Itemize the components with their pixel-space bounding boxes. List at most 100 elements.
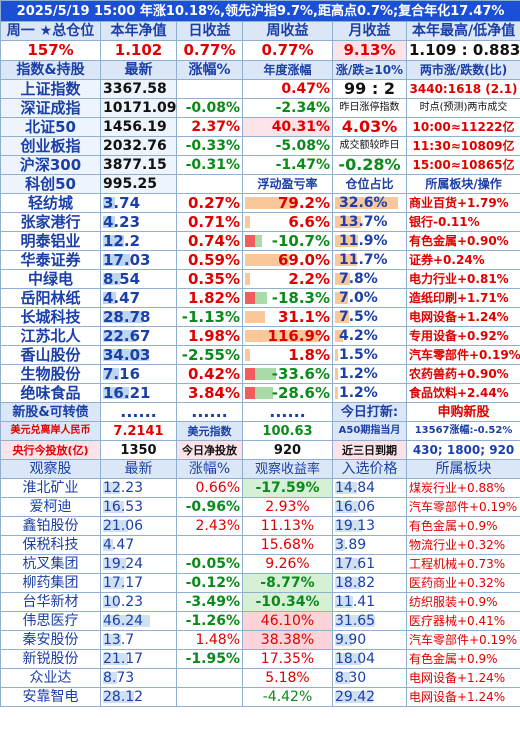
watch-row[interactable]: 众业达 8.73 5.18% 8.30 电网设备+1.24%: [0, 668, 520, 688]
position-bar: [335, 292, 349, 304]
summary-header: 本年净值: [100, 21, 177, 41]
entry-price-text: 14.84: [335, 480, 376, 496]
watch-sector: 汽车零部件+0.19%: [405, 497, 520, 517]
position-bar: [335, 387, 338, 399]
entry-price-text: 18.82: [335, 575, 376, 591]
holding-latest-text: 3.74: [103, 193, 141, 212]
watch-name: 淮北矿业: [0, 478, 101, 498]
holding-float-pnl: -28.6%: [242, 383, 333, 403]
watch-name: 伟思医疗: [0, 611, 101, 631]
index-name: 北证50: [0, 117, 101, 137]
maturity-value: 430; 1800; 920: [405, 440, 520, 460]
entry-price-bar: [335, 520, 362, 532]
holding-sector: 电网设备+1.24%: [405, 307, 520, 327]
watch-change: -3.49%: [176, 592, 243, 612]
watch-change: [176, 687, 243, 707]
index-ytd: 0.47%: [242, 79, 333, 99]
holdings-list: 轻纺城 3.74 0.27% 79.2% 32.6% 商业百货+1.79% 张家港行 4.23…: [0, 193, 520, 403]
holding-row[interactable]: 岳阳林纸 4.47 1.82% -18.3% 7.0% 造纸印刷+1.71%: [0, 288, 520, 308]
watch-return: 5.18%: [242, 668, 333, 688]
float-pnl-text: -28.6%: [271, 383, 330, 402]
holding-latest: 28.78: [100, 307, 177, 327]
holding-row[interactable]: 绝味食品 16.21 3.84% -28.6% 1.2% 食品饮料+2.44%: [0, 383, 520, 403]
holding-row[interactable]: 明泰铝业 12.2 0.74% -10.7% 11.9% 有色金属+0.90%: [0, 231, 520, 251]
index-latest: 2032.76: [100, 136, 177, 156]
index-row[interactable]: 深证成指 10171.09 -0.08% -2.34% 昨日涨停指数 时点(预测)两市成交: [0, 98, 520, 118]
index-row[interactable]: 上证指数 3367.58 0.47% 99 : 2 3440:1618 (2.1): [0, 79, 520, 99]
index-name: 沪深300: [0, 155, 101, 175]
watch-change: -1.95%: [176, 649, 243, 669]
float-pnl-bar: [245, 235, 262, 247]
holding-latest-text: 22.67: [103, 326, 151, 345]
holding-sector: 证券+0.24%: [405, 250, 520, 270]
index-name: 创业板指: [0, 136, 101, 156]
summary-header: 日收益: [176, 21, 243, 41]
watch-return: 9.26%: [242, 554, 333, 574]
holding-position: 1.2%: [332, 364, 407, 384]
holding-sector: 银行-0.11%: [405, 212, 520, 232]
watch-entry-price: 14.84: [332, 478, 407, 498]
latest-bar: [103, 273, 121, 285]
holding-position: 7.8%: [332, 269, 407, 289]
index-row[interactable]: 北证50 1456.19 2.37% 40.31% 4.03% 10:00≈11222亿: [0, 117, 520, 137]
watch-latest: 21.06: [100, 516, 177, 536]
holding-row[interactable]: 生物股份 7.16 0.42% -33.6% 1.2% 农药兽药+0.90%: [0, 364, 520, 384]
position-text: 4.2%: [339, 328, 378, 344]
index-ytd: 40.31%: [242, 117, 333, 137]
holding-row[interactable]: 长城科技 28.78 -1.13% 31.1% 7.5% 电网设备+1.24%: [0, 307, 520, 327]
watch-return: 46.10%: [242, 611, 333, 631]
watch-latest: 21.17: [100, 649, 177, 669]
index-row[interactable]: 创业板指 2032.76 -0.33% -5.08% 成交额较昨日 11:30≈10809…: [0, 136, 520, 156]
watch-row[interactable]: 淮北矿业 12.23 0.66% -17.59% 14.84 煤炭行业+0.88%: [0, 478, 520, 498]
watch-sector: 医药商业+0.32%: [405, 573, 520, 593]
float-pnl-text: -18.3%: [271, 288, 330, 307]
holding-row[interactable]: 华泰证券 17.03 0.59% 69.0% 11.7% 证券+0.24%: [0, 250, 520, 270]
holding-latest: 12.2: [100, 231, 177, 251]
float-pnl-text: 6.6%: [288, 212, 330, 231]
watch-row[interactable]: 柳药集团 17.17 -0.12% -8.77% 18.82 医药商业+0.32%: [0, 573, 520, 593]
watch-entry-price: 11.41: [332, 592, 407, 612]
summary-header: 周一 ★总仓位: [0, 21, 101, 41]
float-pnl-text: 79.2%: [277, 193, 330, 212]
holding-row[interactable]: 香山股份 34.03 -2.55% 1.8% 1.5% 汽车零部件+0.19%: [0, 345, 520, 365]
watch-row[interactable]: 保税科技 4.47 15.68% 3.89 物流行业+0.32%: [0, 535, 520, 555]
watch-row[interactable]: 杭叉集团 19.24 -0.05% 9.26% 17.61 工程机械+0.73%: [0, 554, 520, 574]
holding-row[interactable]: 轻纺城 3.74 0.27% 79.2% 32.6% 商业百货+1.79%: [0, 193, 520, 213]
watch-row[interactable]: 新锐股份 21.17 -1.95% 17.35% 18.04 有色金属+0.9%: [0, 649, 520, 669]
holding-row[interactable]: 中绿电 8.54 0.35% 2.2% 7.8% 电力行业+0.81%: [0, 269, 520, 289]
watch-row[interactable]: 秦安股份 13.7 1.48% 38.38% 9.90 汽车零部件+0.19%: [0, 630, 520, 650]
watch-return: -8.77%: [242, 573, 333, 593]
watch-latest-text: 10.23: [103, 594, 144, 610]
entry-price-bar: [335, 501, 359, 513]
watch-latest: 4.47: [100, 535, 177, 555]
watch-sector: 有色金属+0.9%: [405, 516, 520, 536]
watch-row[interactable]: 安靠智电 28.12 -4.42% 29.42 电网设备+1.24%: [0, 687, 520, 707]
watch-return: 17.35%: [242, 649, 333, 669]
holding-row[interactable]: 江苏北人 22.67 1.98% 116.9% 4.2% 专用设备+0.92%: [0, 326, 520, 346]
index-row[interactable]: 沪深300 3877.15 -0.31% -1.47% -0.28% 15:00≈1086…: [0, 155, 520, 175]
watch-row[interactable]: 鑫铂股份 21.06 2.43% 11.13% 19.13 有色金属+0.9%: [0, 516, 520, 536]
maturity-label: 近三日到期: [332, 440, 407, 460]
watch-list: 淮北矿业 12.23 0.66% -17.59% 14.84 煤炭行业+0.88% 爱柯迪 1…: [0, 478, 520, 707]
watch-latest-text: 16.53: [103, 499, 144, 515]
watch-row[interactable]: 爱柯迪 16.53 -0.96% 2.93% 16.06 汽车零部件+0.19%: [0, 497, 520, 517]
entry-price-bar: [335, 691, 374, 703]
watch-name: 安靠智电: [0, 687, 101, 707]
bond-dots: ......: [100, 402, 177, 422]
entry-price-text: 19.13: [335, 518, 376, 534]
watch-name: 新锐股份: [0, 649, 101, 669]
index-row[interactable]: 科创50 995.25 浮动盈亏率 仓位占比 所属板块/操作: [0, 174, 520, 194]
index-change: -0.08%: [176, 98, 243, 118]
holding-latest-text: 8.54: [103, 269, 141, 288]
watch-name: 台华新材: [0, 592, 101, 612]
entry-price-text: 16.06: [335, 499, 376, 515]
bond-dots: ......: [242, 402, 333, 422]
watch-row[interactable]: 伟思医疗 46.24 -1.26% 46.10% 31.65 医疗器械+0.41%: [0, 611, 520, 631]
holding-row[interactable]: 张家港行 4.23 0.71% 6.6% 13.7% 银行-0.11%: [0, 212, 520, 232]
watch-entry-price: 9.90: [332, 630, 407, 650]
watch-change: [176, 535, 243, 555]
watch-row[interactable]: 台华新材 10.23 -3.49% -10.34% 11.41 纺织服装+0.9%: [0, 592, 520, 612]
watch-latest-text: 12.23: [103, 480, 144, 496]
holding-sector: 造纸印刷+1.71%: [405, 288, 520, 308]
watch-name: 杭叉集团: [0, 554, 101, 574]
